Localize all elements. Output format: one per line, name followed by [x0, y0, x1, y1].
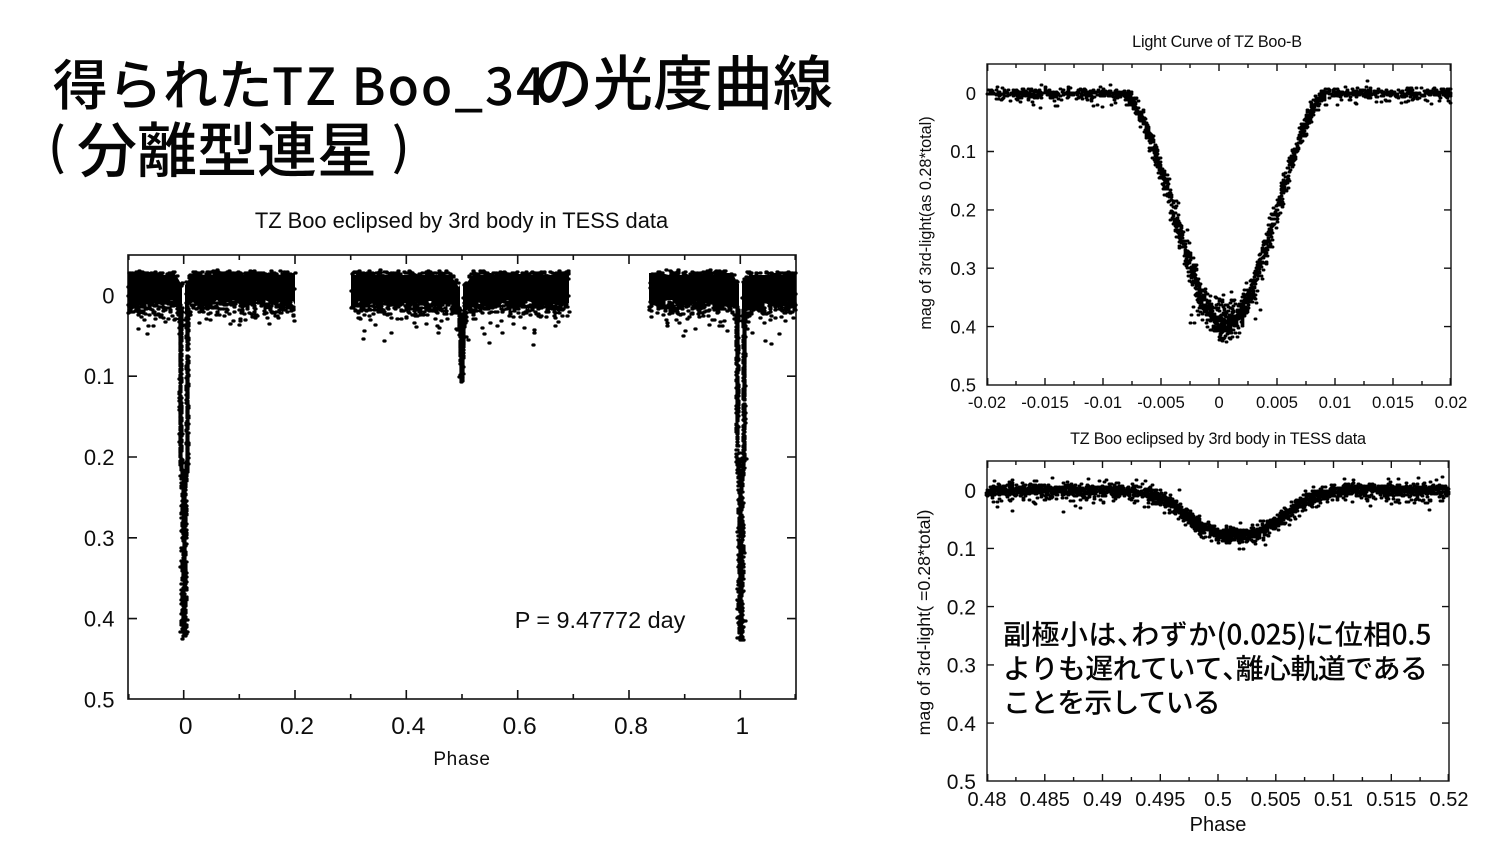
svg-text:0.505: 0.505 [1251, 789, 1301, 811]
svg-text:0: 0 [1214, 393, 1223, 412]
svg-text:0.5: 0.5 [950, 375, 976, 396]
svg-text:0.01: 0.01 [1319, 393, 1352, 412]
svg-text:-0.015: -0.015 [1021, 393, 1069, 412]
svg-text:Phase: Phase [1190, 814, 1247, 836]
svg-text:0.48: 0.48 [968, 789, 1007, 811]
svg-text:0.2: 0.2 [280, 713, 314, 740]
svg-text:0.5: 0.5 [1204, 789, 1232, 811]
svg-text:0.4: 0.4 [950, 316, 976, 337]
svg-text:0.1: 0.1 [84, 364, 115, 389]
svg-text:-0.02: -0.02 [968, 393, 1006, 412]
svg-text:mag of 3rd-light(as 0.28*total: mag of 3rd-light(as 0.28*total) [917, 116, 935, 329]
svg-text:-0.01: -0.01 [1084, 393, 1122, 412]
svg-text:0.515: 0.515 [1366, 789, 1416, 811]
svg-text:0.8: 0.8 [614, 713, 648, 740]
svg-text:0.02: 0.02 [1435, 393, 1468, 412]
svg-text:0.2: 0.2 [84, 445, 115, 470]
svg-text:0.485: 0.485 [1020, 789, 1070, 811]
svg-text:0.3: 0.3 [84, 526, 115, 551]
svg-text:0.5: 0.5 [84, 687, 115, 712]
svg-text:-0.005: -0.005 [1137, 393, 1185, 412]
svg-text:0.49: 0.49 [1083, 789, 1122, 811]
svg-text:0: 0 [966, 83, 976, 104]
svg-text:0.015: 0.015 [1372, 393, 1414, 412]
svg-text:0.4: 0.4 [947, 713, 977, 736]
svg-text:0.495: 0.495 [1135, 789, 1185, 811]
svg-text:0.4: 0.4 [391, 713, 425, 740]
svg-text:0: 0 [102, 283, 114, 308]
svg-text:Light Curve of TZ Boo-B: Light Curve of TZ Boo-B [1132, 33, 1302, 51]
svg-text:0.1: 0.1 [950, 141, 976, 162]
svg-text:0.52: 0.52 [1430, 789, 1469, 811]
svg-text:1: 1 [735, 713, 749, 740]
svg-text:0.005: 0.005 [1256, 393, 1298, 412]
svg-text:0: 0 [964, 480, 976, 503]
svg-text:P = 9.47772 day: P = 9.47772 day [515, 607, 686, 633]
svg-text:0.51: 0.51 [1314, 789, 1353, 811]
svg-text:0.6: 0.6 [503, 713, 537, 740]
svg-text:0: 0 [179, 713, 193, 740]
svg-text:0.1: 0.1 [947, 538, 976, 561]
svg-text:0.2: 0.2 [947, 596, 976, 619]
svg-text:0.3: 0.3 [950, 258, 976, 279]
svg-text:Phase: Phase [433, 749, 490, 770]
svg-text:TZ Boo eclipsed by 3rd body in: TZ Boo eclipsed by 3rd body in TESS data [255, 208, 669, 233]
svg-text:mag of 3rd-light( =0.28*total): mag of 3rd-light( =0.28*total) [914, 510, 934, 736]
svg-text:0.4: 0.4 [84, 607, 115, 632]
svg-text:TZ Boo eclipsed by 3rd body in: TZ Boo eclipsed by 3rd body in TESS data [1070, 430, 1366, 448]
svg-text:0.5: 0.5 [947, 771, 976, 794]
svg-text:0.3: 0.3 [947, 655, 976, 678]
svg-text:0.2: 0.2 [950, 200, 976, 221]
